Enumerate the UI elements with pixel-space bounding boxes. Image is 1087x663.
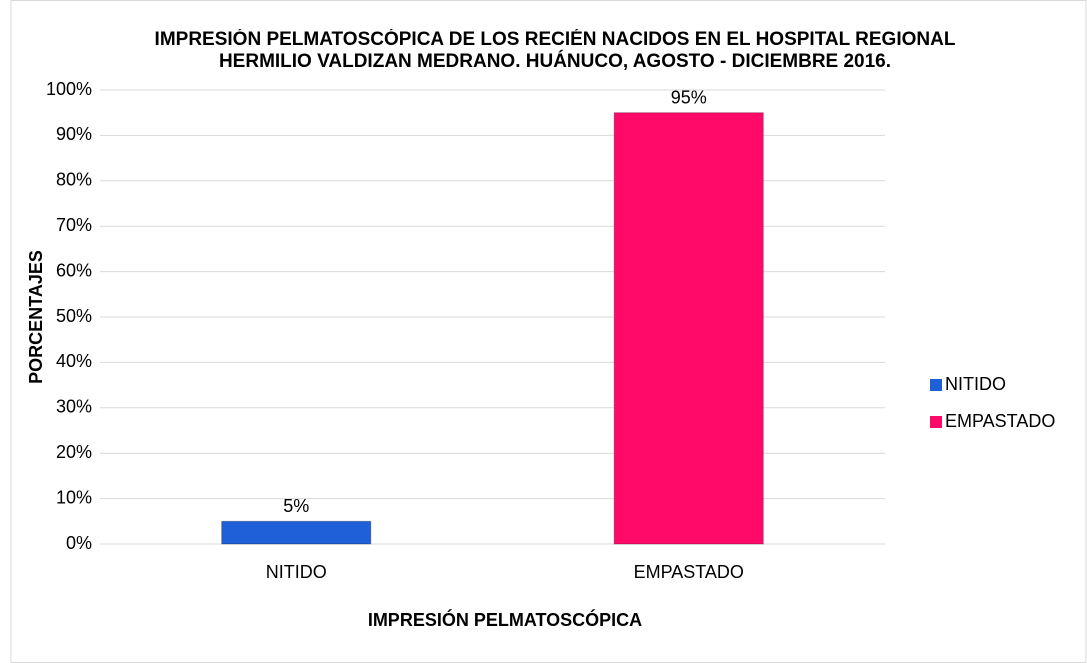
y-tick-label: 90% (56, 124, 92, 144)
title-box: IMPRESIÓN PELMATOSCÓPICA DE LOS RECIÉN N… (154, 29, 956, 72)
x-axis-label: IMPRESIÓN PELMATOSCÓPICA (368, 609, 642, 630)
bar (221, 520, 372, 545)
chart-frame (10, 0, 1087, 663)
y-tick-label: 80% (56, 170, 92, 190)
legend-label: EMPASTADO (945, 411, 1055, 431)
y-tick-label: 100% (46, 79, 92, 99)
y-tick-label: 30% (56, 397, 92, 417)
y-tick-label: 20% (56, 442, 92, 462)
bar (613, 112, 764, 545)
y-tick-label: 50% (56, 306, 92, 326)
y-tick-label: 10% (56, 487, 92, 507)
y-tick-label: 40% (56, 351, 92, 371)
legend-swatch (930, 416, 942, 428)
legend-label: NITIDO (945, 374, 1006, 394)
chart-title: IMPRESIÓN PELMATOSCÓPICA DE LOS RECIÉN N… (154, 29, 956, 72)
y-tick-label: 0% (66, 533, 92, 553)
legend-swatch (930, 379, 942, 391)
data-label: 5% (283, 496, 309, 516)
y-tick-label: 60% (56, 260, 92, 280)
y-axis-label: PORCENTAJES (26, 250, 46, 384)
x-tick-label: EMPASTADO (634, 562, 744, 582)
x-tick-label: NITIDO (266, 562, 327, 582)
y-tick-label: 70% (56, 215, 92, 235)
data-label: 95% (671, 87, 707, 107)
